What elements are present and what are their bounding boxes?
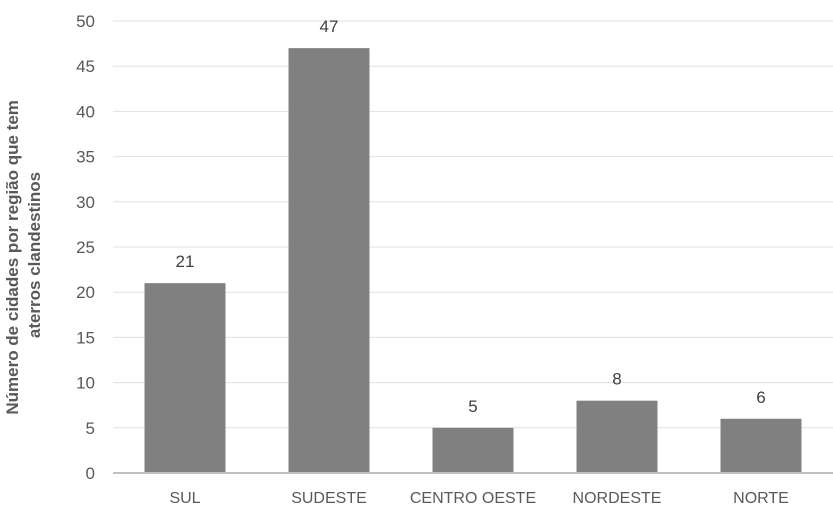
data-label: 8 bbox=[612, 370, 621, 389]
y-tick-label: 50 bbox=[76, 12, 95, 31]
y-tick-label: 25 bbox=[76, 238, 95, 257]
y-tick-label: 15 bbox=[76, 328, 95, 347]
y-axis-label-line-2: aterros clandestinos bbox=[25, 172, 44, 338]
x-tick-label: SUL bbox=[169, 490, 200, 507]
x-tick-label: NORDESTE bbox=[573, 490, 662, 507]
data-label: 47 bbox=[320, 17, 339, 36]
y-tick-label: 5 bbox=[86, 419, 95, 438]
y-tick-labels: 0 5 10 15 20 25 30 35 40 45 50 bbox=[76, 12, 95, 483]
y-tick-label: 45 bbox=[76, 57, 95, 76]
bar-nordeste bbox=[576, 400, 658, 473]
x-tick-label: SUDESTE bbox=[291, 490, 367, 507]
y-axis-label-line-1: Número de cidades por região que tem bbox=[3, 100, 22, 415]
y-tick-label: 10 bbox=[76, 374, 95, 393]
y-tick-label: 30 bbox=[76, 193, 95, 212]
gridlines bbox=[113, 20, 833, 429]
bar-sudeste bbox=[288, 48, 370, 474]
x-tick-labels: SUL SUDESTE CENTRO OESTE NORDESTE NORTE bbox=[169, 490, 788, 507]
x-tick-label: CENTRO OESTE bbox=[410, 490, 536, 507]
y-tick-label: 20 bbox=[76, 283, 95, 302]
bar-sul bbox=[144, 283, 226, 473]
bar-centro-oeste bbox=[432, 427, 514, 473]
data-label: 21 bbox=[176, 252, 195, 271]
y-tick-label: 0 bbox=[86, 464, 95, 483]
x-tick-label: NORTE bbox=[733, 490, 789, 507]
bar-norte bbox=[720, 418, 802, 473]
y-axis-label: Número de cidades por região que tem ate… bbox=[3, 95, 44, 414]
data-labels: 21 47 5 8 6 bbox=[176, 17, 766, 416]
data-label: 5 bbox=[468, 397, 477, 416]
data-label: 6 bbox=[756, 388, 765, 407]
bars bbox=[144, 48, 802, 474]
y-tick-label: 40 bbox=[76, 102, 95, 121]
y-tick-label: 35 bbox=[76, 148, 95, 167]
